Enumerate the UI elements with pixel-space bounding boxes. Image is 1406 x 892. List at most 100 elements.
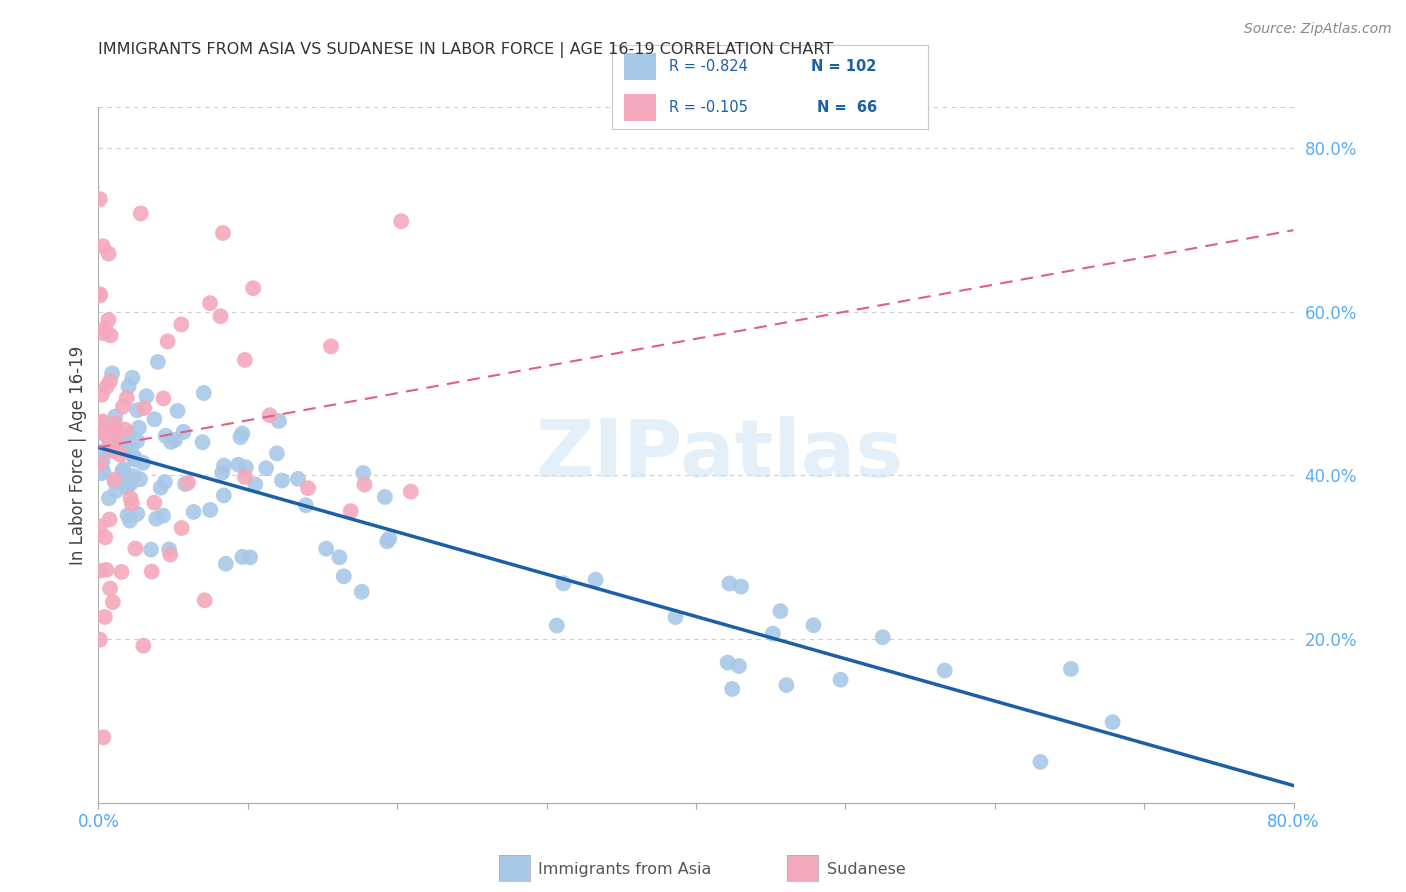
Point bbox=[553, 576, 575, 591]
Point bbox=[111, 434, 134, 448]
Point bbox=[124, 541, 146, 556]
Point bbox=[120, 441, 142, 455]
Point bbox=[156, 334, 179, 349]
Point bbox=[115, 480, 138, 494]
Point bbox=[200, 503, 222, 517]
Point bbox=[129, 206, 152, 220]
Point bbox=[159, 548, 181, 562]
Point bbox=[297, 481, 319, 495]
Point bbox=[934, 664, 956, 678]
Point bbox=[546, 618, 568, 632]
Point bbox=[127, 507, 149, 521]
Point bbox=[127, 434, 149, 448]
Point bbox=[141, 565, 163, 579]
Point bbox=[90, 425, 112, 440]
Point bbox=[118, 426, 141, 441]
Point bbox=[104, 434, 127, 449]
Point bbox=[104, 422, 127, 436]
Point bbox=[211, 466, 233, 480]
Point bbox=[198, 296, 221, 310]
Point bbox=[152, 508, 174, 523]
Point bbox=[259, 409, 281, 423]
Point bbox=[89, 456, 111, 470]
Point bbox=[139, 542, 162, 557]
Point bbox=[97, 246, 120, 260]
Point bbox=[245, 477, 267, 491]
Point bbox=[98, 582, 121, 596]
Point bbox=[173, 425, 195, 439]
Point bbox=[89, 288, 111, 302]
Point bbox=[124, 452, 146, 467]
Point bbox=[89, 632, 111, 647]
Point bbox=[239, 550, 262, 565]
Point bbox=[664, 610, 686, 624]
Point bbox=[1029, 755, 1052, 769]
Point bbox=[177, 475, 200, 490]
Point bbox=[132, 639, 155, 653]
Point bbox=[152, 392, 174, 406]
Point bbox=[111, 475, 134, 490]
Text: Sudanese: Sudanese bbox=[827, 863, 905, 877]
Point bbox=[124, 450, 146, 465]
Point bbox=[134, 401, 156, 415]
Point bbox=[129, 472, 152, 486]
Point bbox=[166, 404, 188, 418]
Point bbox=[143, 495, 166, 509]
Point bbox=[89, 519, 111, 533]
Point bbox=[332, 569, 354, 583]
Point bbox=[160, 434, 183, 449]
Point bbox=[229, 430, 252, 444]
Point bbox=[389, 214, 412, 228]
Point bbox=[101, 595, 124, 609]
FancyBboxPatch shape bbox=[624, 54, 655, 80]
Point bbox=[105, 483, 128, 498]
Point bbox=[110, 448, 132, 462]
Point bbox=[117, 508, 139, 523]
Point bbox=[118, 514, 141, 528]
Point bbox=[101, 367, 124, 381]
Point bbox=[101, 443, 124, 458]
Point bbox=[233, 470, 256, 484]
Point bbox=[111, 400, 134, 414]
Point bbox=[89, 564, 111, 578]
Point bbox=[89, 192, 111, 206]
Point bbox=[254, 461, 277, 475]
Point bbox=[117, 379, 139, 393]
Point bbox=[228, 458, 250, 472]
Point bbox=[96, 428, 118, 442]
Point bbox=[242, 281, 264, 295]
Point bbox=[100, 425, 122, 440]
Point bbox=[170, 318, 193, 332]
Point bbox=[89, 287, 111, 301]
Point bbox=[91, 414, 114, 428]
Point bbox=[97, 432, 120, 446]
Text: N =  66: N = 66 bbox=[817, 100, 877, 115]
Point bbox=[183, 505, 205, 519]
FancyBboxPatch shape bbox=[624, 94, 655, 120]
Point bbox=[97, 313, 120, 327]
Point bbox=[97, 491, 120, 506]
Point bbox=[121, 496, 143, 510]
Point bbox=[115, 471, 138, 485]
Point bbox=[315, 541, 337, 556]
Point bbox=[775, 678, 797, 692]
Point bbox=[730, 580, 752, 594]
Point bbox=[94, 610, 117, 624]
Point bbox=[93, 326, 115, 341]
Point bbox=[1101, 715, 1123, 730]
Point bbox=[104, 409, 127, 424]
Point bbox=[585, 573, 607, 587]
Point bbox=[231, 426, 253, 441]
Point bbox=[91, 239, 114, 253]
Point bbox=[91, 454, 114, 468]
Text: Immigrants from Asia: Immigrants from Asia bbox=[538, 863, 711, 877]
Point bbox=[155, 429, 177, 443]
Text: Source: ZipAtlas.com: Source: ZipAtlas.com bbox=[1244, 22, 1392, 37]
Text: N = 102: N = 102 bbox=[811, 59, 876, 74]
Point bbox=[339, 504, 361, 518]
Point bbox=[215, 557, 238, 571]
Point bbox=[90, 416, 112, 430]
Point bbox=[235, 460, 257, 475]
Point bbox=[872, 630, 894, 644]
Point bbox=[194, 593, 217, 607]
